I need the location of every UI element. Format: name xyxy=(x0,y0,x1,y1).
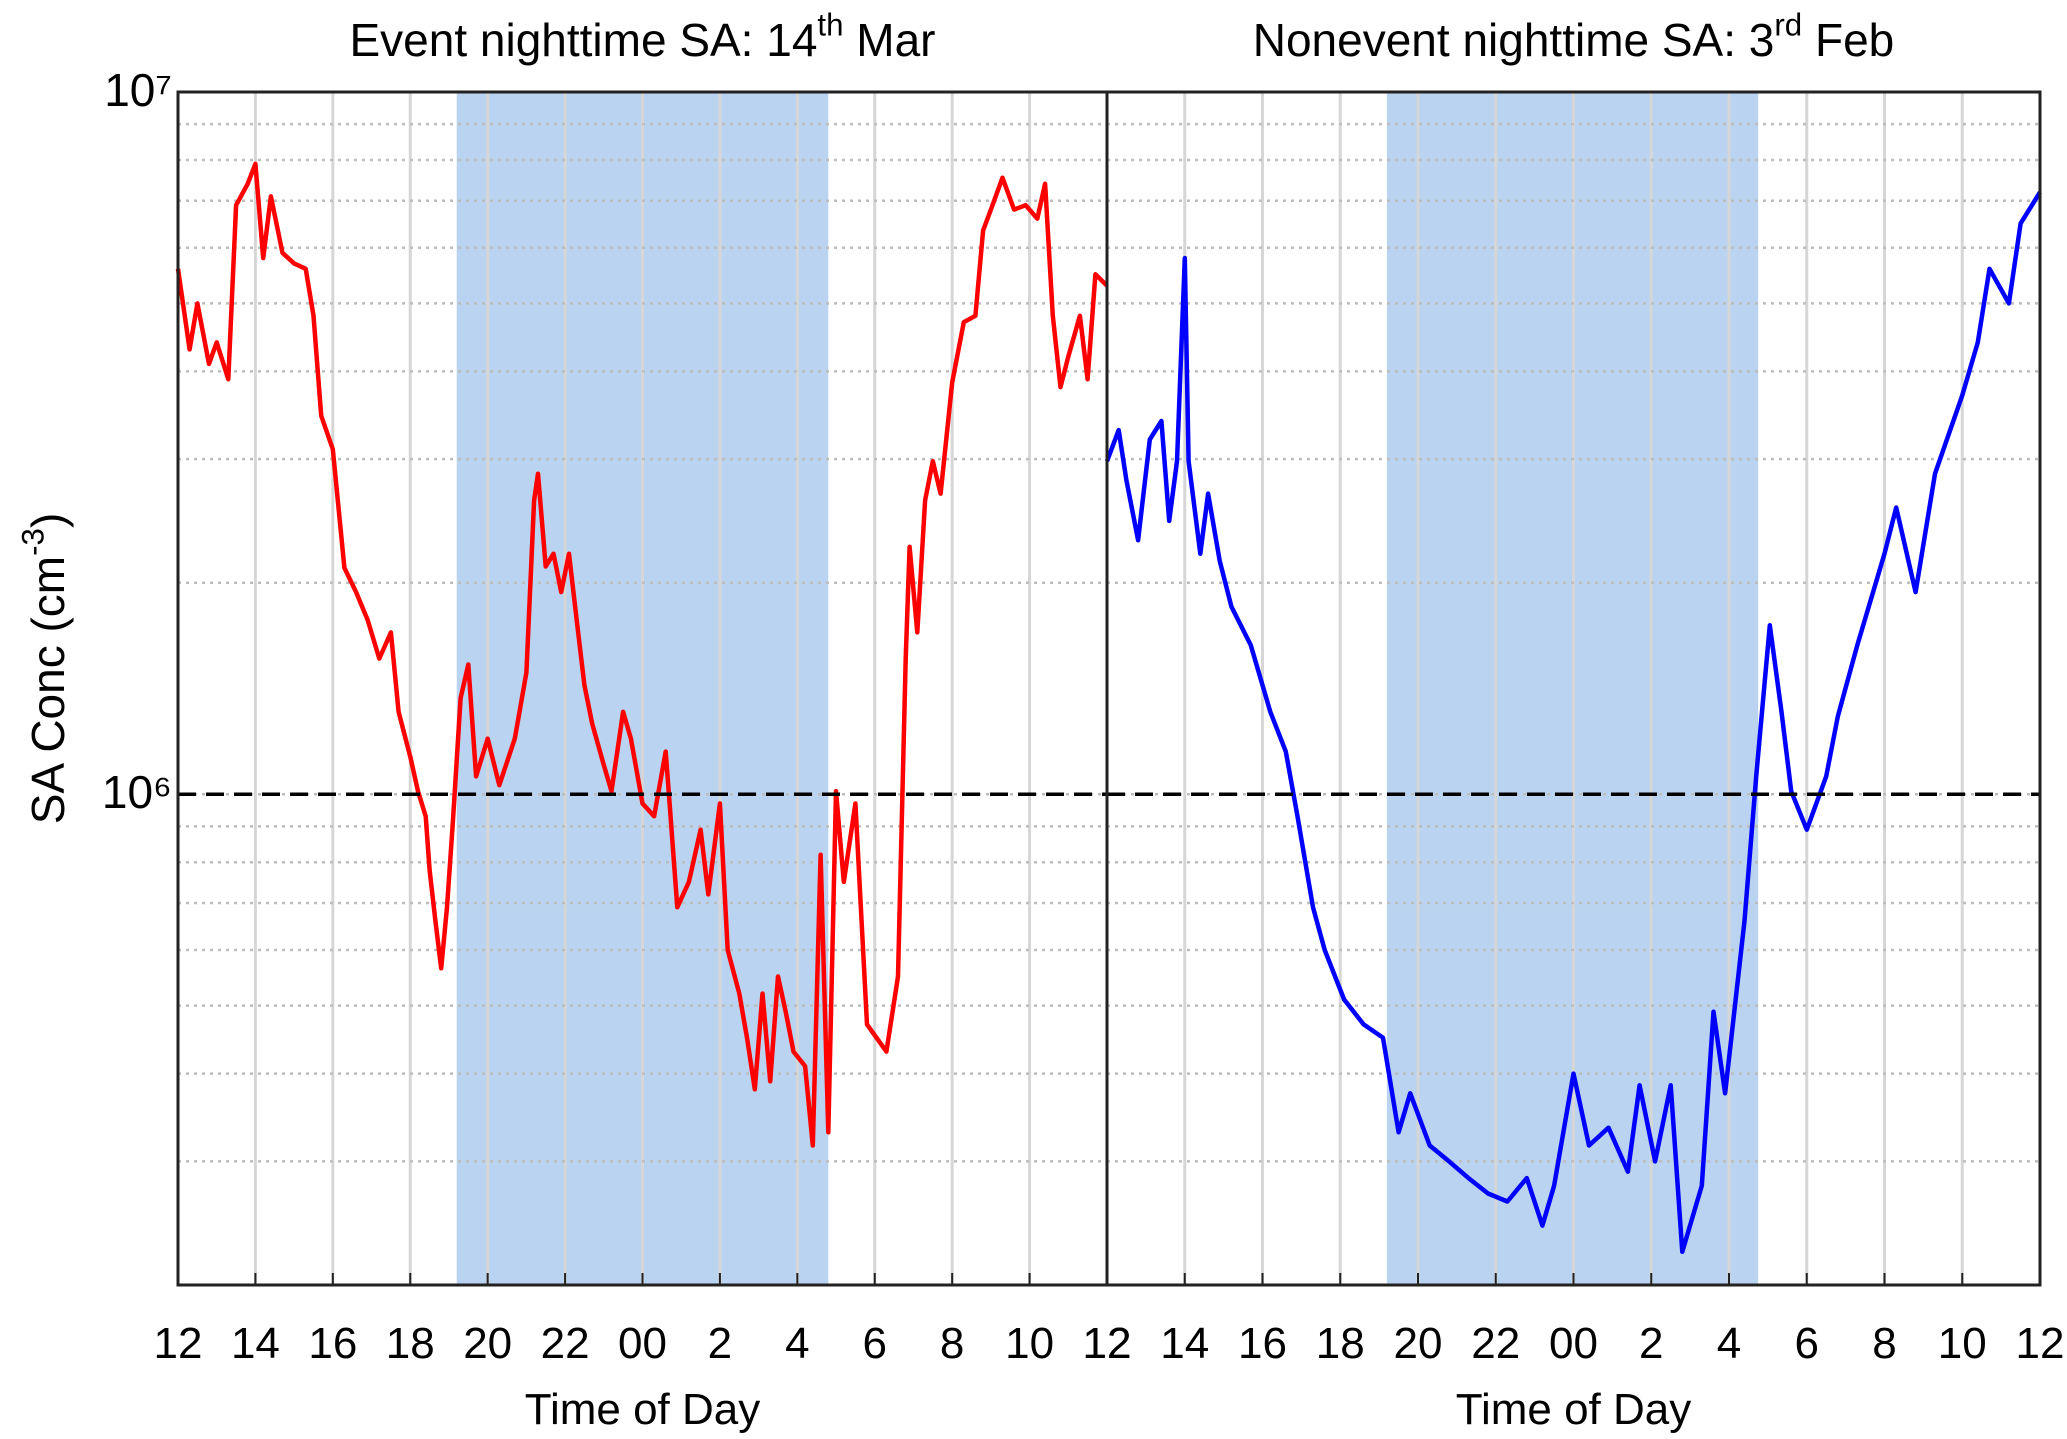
x-axis-label: Time of Day xyxy=(1456,1385,1692,1434)
chart-title: Event nighttime SA: 14th Mar xyxy=(349,7,935,66)
x-tick-label: 6 xyxy=(863,1319,887,1368)
chart-title-superscript: th xyxy=(817,7,843,42)
chart-title-superscript: rd xyxy=(1774,7,1802,42)
x-tick-label: 18 xyxy=(386,1319,435,1368)
x-tick-label: 4 xyxy=(785,1319,809,1368)
x-tick-label: 12 xyxy=(154,1319,203,1368)
x-tick-label: 6 xyxy=(1795,1319,1819,1368)
text-layer: 12 14 16 18 20 22 00 2 4 6 8 10 12 10⁶ 10⁷ Event nightt… xyxy=(15,7,2064,1434)
chart-title-text: Nonevent nighttime SA: 3 xyxy=(1253,14,1775,66)
x-tick-label: 10 xyxy=(1938,1319,1987,1368)
x-tick-label: 20 xyxy=(463,1319,512,1368)
x-tick-label: 22 xyxy=(1471,1319,1520,1368)
x-tick-label: 10 xyxy=(1005,1319,1054,1368)
x-tick-label: 14 xyxy=(231,1319,280,1368)
y-axis-label-text: SA Conc (cm xyxy=(22,556,74,824)
x-tick-label: 20 xyxy=(1394,1319,1443,1368)
x-tick-label: 16 xyxy=(1238,1319,1287,1368)
x-tick-label: 2 xyxy=(1639,1319,1663,1368)
x-tick-label: 18 xyxy=(1316,1319,1365,1368)
x-tick-label: 12 xyxy=(1083,1319,1132,1368)
data-layer xyxy=(175,161,2042,1255)
x-tick-label: 12 xyxy=(1083,1319,1132,1368)
data-line xyxy=(1104,191,2042,1255)
x-tick-label: 12 xyxy=(2016,1319,2065,1368)
y-axis-label-suffix: ) xyxy=(22,513,74,528)
x-tick-label: 14 xyxy=(1160,1319,1209,1368)
frame-layer xyxy=(176,90,2042,1287)
chart-title-text: Event nighttime SA: 14 xyxy=(349,14,817,66)
x-tick-label: 22 xyxy=(541,1319,590,1368)
chart-title: Nonevent nighttime SA: 3rd Feb xyxy=(1253,7,1895,66)
x-tick-label: 8 xyxy=(940,1319,964,1368)
x-tick-label: 4 xyxy=(1717,1319,1741,1368)
chart-title-suffix: Feb xyxy=(1802,14,1894,66)
x-tick-label: 00 xyxy=(1549,1319,1598,1368)
x-tick-label: 8 xyxy=(1872,1319,1896,1368)
y-axis-label-superscript: -3 xyxy=(15,528,50,556)
y-tick-label: 10⁶ xyxy=(102,766,172,818)
x-tick-label: 2 xyxy=(708,1319,732,1368)
plot-frame xyxy=(1105,90,2042,1287)
x-tick-label: 00 xyxy=(618,1319,667,1368)
chart-title-suffix: Mar xyxy=(844,14,936,66)
x-axis-label: Time of Day xyxy=(525,1385,761,1434)
y-axis-label: SA Conc (cm-3) xyxy=(15,513,74,825)
data-line xyxy=(175,161,1109,1148)
y-tick-label: 10⁷ xyxy=(104,64,172,116)
x-tick-label: 16 xyxy=(308,1319,357,1368)
